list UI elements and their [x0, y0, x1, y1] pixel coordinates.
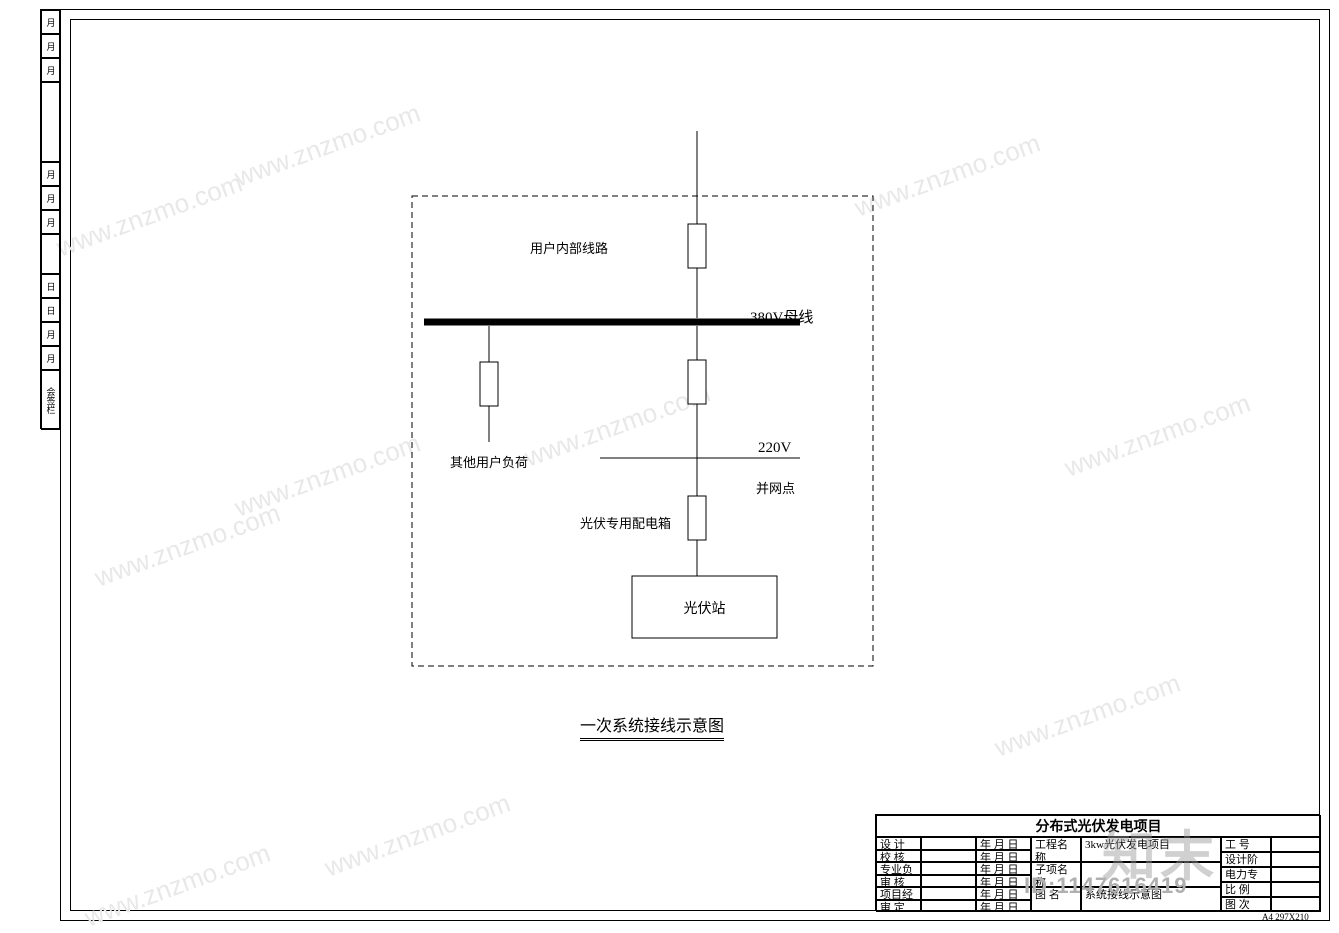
left-strip-cell: [41, 82, 61, 162]
label-pv-box: 光伏专用配电箱: [580, 513, 671, 532]
tb-role-signature: [921, 900, 976, 913]
paper-size-label: A4 297X210: [1262, 912, 1309, 922]
tb-right-value: [1271, 837, 1321, 852]
title-block-project-title: 分布式光伏发电项目: [876, 815, 1321, 837]
tb-right-key: 设计阶段: [1221, 852, 1271, 867]
tb-role-label: 项目经理: [876, 887, 921, 900]
drawing-frame-inner: [70, 19, 1320, 911]
tb-role-date: 年 月 日: [976, 862, 1031, 875]
tb-role-date: 年 月 日: [976, 900, 1031, 913]
left-strip-cell: 日: [41, 274, 61, 298]
tb-right-value: [1271, 897, 1321, 912]
left-strip-cell: 月: [41, 58, 61, 82]
tb-role-label: 设 计: [876, 837, 921, 850]
label-user-internal: 用户内部线路: [530, 238, 608, 257]
left-strip-cell: 月: [41, 34, 61, 58]
tb-mid-key: 工程名称: [1031, 837, 1081, 862]
left-strip-cell: 月: [41, 322, 61, 346]
tb-right-value: [1271, 852, 1321, 867]
left-margin-strip: 月月月月月月日日月月会签栏: [40, 9, 60, 429]
tb-role-label: 专业负责: [876, 862, 921, 875]
left-strip-cell: 月: [41, 186, 61, 210]
left-strip-cell: 日: [41, 298, 61, 322]
tb-role-date: 年 月 日: [976, 875, 1031, 888]
tb-role-label: 审 定: [876, 900, 921, 913]
left-strip-cell: 月: [41, 10, 61, 34]
tb-role-signature: [921, 862, 976, 875]
tb-role-date: 年 月 日: [976, 850, 1031, 863]
label-220v: 220V: [758, 440, 791, 457]
tb-role-signature: [921, 837, 976, 850]
tb-role-signature: [921, 875, 976, 888]
tb-right-key: 比 例: [1221, 882, 1271, 897]
diagram-title: 一次系统接线示意图: [580, 712, 724, 741]
tb-right-key: 工 号: [1221, 837, 1271, 852]
left-strip-cell: 月: [41, 210, 61, 234]
tb-right-key: 图 次: [1221, 897, 1271, 912]
label-380v: 380V母线: [750, 306, 813, 327]
label-pv-station: 光伏站: [632, 598, 777, 618]
label-grid-point: 并网点: [756, 478, 795, 497]
left-strip-cell: 月: [41, 346, 61, 370]
overlay-id: ID:1147616419: [1024, 873, 1187, 899]
tb-right-value: [1271, 867, 1321, 882]
tb-right-value: [1271, 882, 1321, 897]
tb-role-date: 年 月 日: [976, 837, 1031, 850]
tb-role-label: 校 核: [876, 850, 921, 863]
tb-right-key: 电力专业: [1221, 867, 1271, 882]
left-strip-cell: 月: [41, 162, 61, 186]
tb-role-date: 年 月 日: [976, 887, 1031, 900]
label-other-load: 其他用户负荷: [450, 452, 528, 471]
tb-role-signature: [921, 850, 976, 863]
tb-role-signature: [921, 887, 976, 900]
tb-role-label: 审 核: [876, 875, 921, 888]
left-strip-cell: [41, 234, 61, 274]
left-strip-cell: 会签栏: [41, 370, 61, 430]
